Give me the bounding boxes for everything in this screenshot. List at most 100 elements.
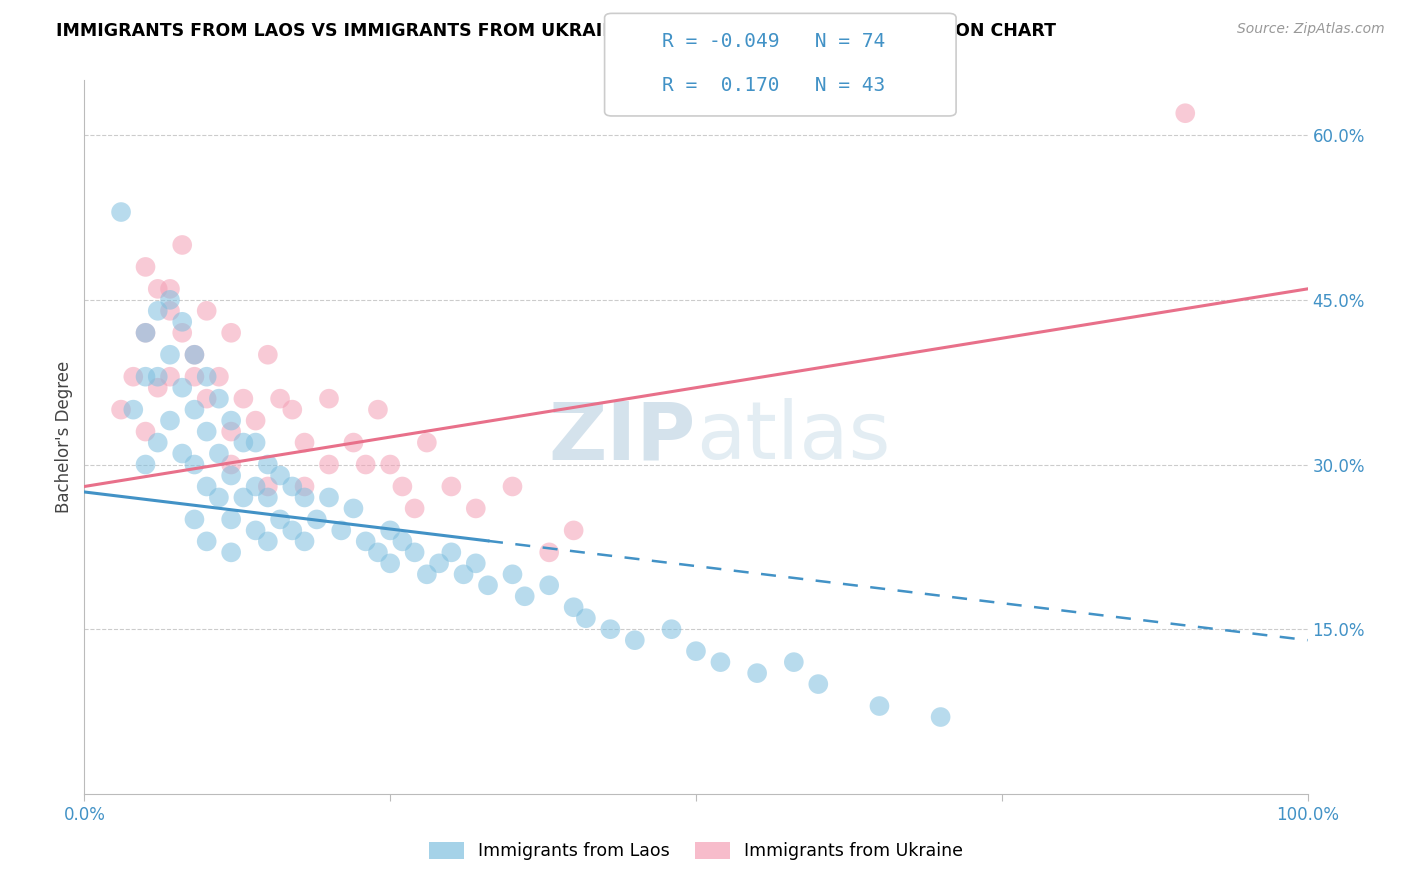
Point <box>453 567 475 582</box>
Point <box>404 501 426 516</box>
Point <box>232 491 254 505</box>
Text: IMMIGRANTS FROM LAOS VS IMMIGRANTS FROM UKRAINE BACHELOR'S DEGREE CORRELATION CH: IMMIGRANTS FROM LAOS VS IMMIGRANTS FROM … <box>56 22 1056 40</box>
Point <box>135 260 157 274</box>
Point <box>427 557 450 571</box>
Y-axis label: Bachelor's Degree: Bachelor's Degree <box>55 361 73 513</box>
Point <box>477 578 499 592</box>
Point <box>513 589 536 603</box>
Point <box>159 282 181 296</box>
Point <box>122 369 145 384</box>
Point <box>294 491 316 505</box>
Point <box>330 524 353 538</box>
Point <box>135 425 157 439</box>
Point <box>294 479 316 493</box>
Point <box>219 545 242 559</box>
Point <box>159 348 181 362</box>
Point <box>391 479 413 493</box>
Point <box>464 557 486 571</box>
Point <box>208 446 231 460</box>
Point <box>342 435 364 450</box>
Point <box>783 655 806 669</box>
Point <box>257 348 280 362</box>
Point <box>232 392 254 406</box>
Point <box>232 435 254 450</box>
Point <box>146 303 169 318</box>
Point <box>159 293 181 307</box>
Point <box>269 468 291 483</box>
Point <box>183 458 205 472</box>
Point <box>146 369 169 384</box>
Point <box>159 369 181 384</box>
Point <box>538 545 561 559</box>
Point <box>747 666 769 681</box>
Point <box>575 611 598 625</box>
Point <box>281 479 304 493</box>
Point <box>318 392 340 406</box>
Point <box>135 326 157 340</box>
Point <box>281 524 304 538</box>
Point <box>562 524 585 538</box>
Point <box>219 458 242 472</box>
Point <box>294 435 316 450</box>
Point <box>219 425 242 439</box>
Text: R =  0.170   N = 43: R = 0.170 N = 43 <box>662 76 886 95</box>
Point <box>208 369 231 384</box>
Point <box>294 534 316 549</box>
Point <box>464 501 486 516</box>
Point <box>195 479 218 493</box>
Point <box>440 479 463 493</box>
Point <box>502 479 524 493</box>
Point <box>183 402 205 417</box>
Point <box>219 512 242 526</box>
Point <box>305 512 328 526</box>
Point <box>929 710 952 724</box>
Point <box>183 369 205 384</box>
Point <box>172 381 194 395</box>
Point <box>416 435 439 450</box>
Point <box>219 414 242 428</box>
Point <box>869 699 891 714</box>
Point <box>195 369 218 384</box>
Point <box>538 578 561 592</box>
Point <box>135 369 157 384</box>
Point <box>1174 106 1197 120</box>
Text: Source: ZipAtlas.com: Source: ZipAtlas.com <box>1237 22 1385 37</box>
Point <box>172 446 194 460</box>
Point <box>354 534 377 549</box>
Point <box>440 545 463 559</box>
Point <box>391 534 413 549</box>
Point <box>281 402 304 417</box>
Point <box>183 512 205 526</box>
Point <box>257 458 280 472</box>
Point <box>195 392 218 406</box>
Legend: Immigrants from Laos, Immigrants from Ukraine: Immigrants from Laos, Immigrants from Uk… <box>422 835 970 867</box>
Point <box>172 238 194 252</box>
Point <box>146 435 169 450</box>
Point <box>342 501 364 516</box>
Point <box>159 414 181 428</box>
Point <box>110 205 132 219</box>
Point <box>380 557 402 571</box>
Point <box>195 303 218 318</box>
Point <box>367 545 389 559</box>
Point <box>354 458 377 472</box>
Point <box>219 468 242 483</box>
Point <box>269 512 291 526</box>
Point <box>172 326 194 340</box>
Point <box>257 491 280 505</box>
Point <box>245 414 267 428</box>
Point <box>195 425 218 439</box>
Text: R = -0.049   N = 74: R = -0.049 N = 74 <box>662 32 886 51</box>
Point <box>245 479 267 493</box>
Point <box>661 622 683 636</box>
Point <box>502 567 524 582</box>
Point <box>183 348 205 362</box>
Point <box>404 545 426 559</box>
Point <box>380 524 402 538</box>
Point <box>624 633 647 648</box>
Point <box>135 458 157 472</box>
Point <box>318 458 340 472</box>
Point <box>208 491 231 505</box>
Point <box>685 644 707 658</box>
Point <box>367 402 389 417</box>
